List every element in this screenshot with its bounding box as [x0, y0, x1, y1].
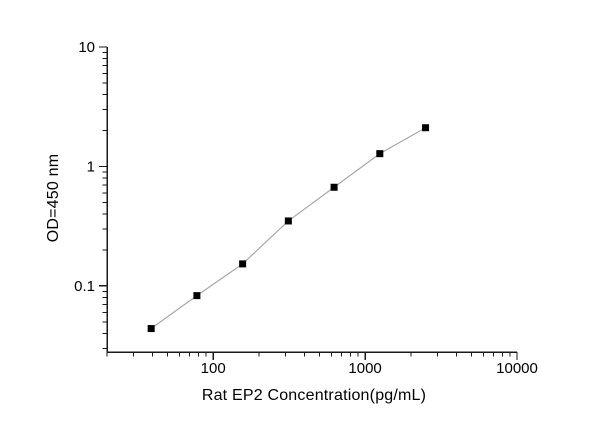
- series-line: [150, 127, 426, 330]
- data-point-marker: [330, 183, 338, 191]
- data-points: [147, 124, 430, 333]
- data-point-marker: [193, 292, 201, 300]
- data-point-marker: [284, 217, 292, 225]
- data-point-marker: [422, 124, 430, 132]
- y-axis-title: OD=450 nm: [45, 153, 62, 243]
- axes: [106, 47, 517, 353]
- axis-ticks: [99, 46, 518, 360]
- data-point-marker: [147, 325, 155, 333]
- x-tick-label: 10000: [496, 360, 538, 377]
- y-tick-label: 0.1: [74, 278, 95, 295]
- y-tick-label: 1: [87, 158, 95, 175]
- x-axis-title: Rat EP2 Concentration(pg/mL): [201, 387, 427, 404]
- y-tick-label: 10: [78, 39, 95, 56]
- tick-labels: 100 1000 10000 0.1 1 10: [74, 39, 538, 377]
- curve-line: [150, 127, 426, 330]
- x-tick-label: 1000: [348, 360, 381, 377]
- data-point-marker: [376, 150, 384, 158]
- x-tick-label: 100: [201, 360, 226, 377]
- data-point-marker: [239, 260, 247, 268]
